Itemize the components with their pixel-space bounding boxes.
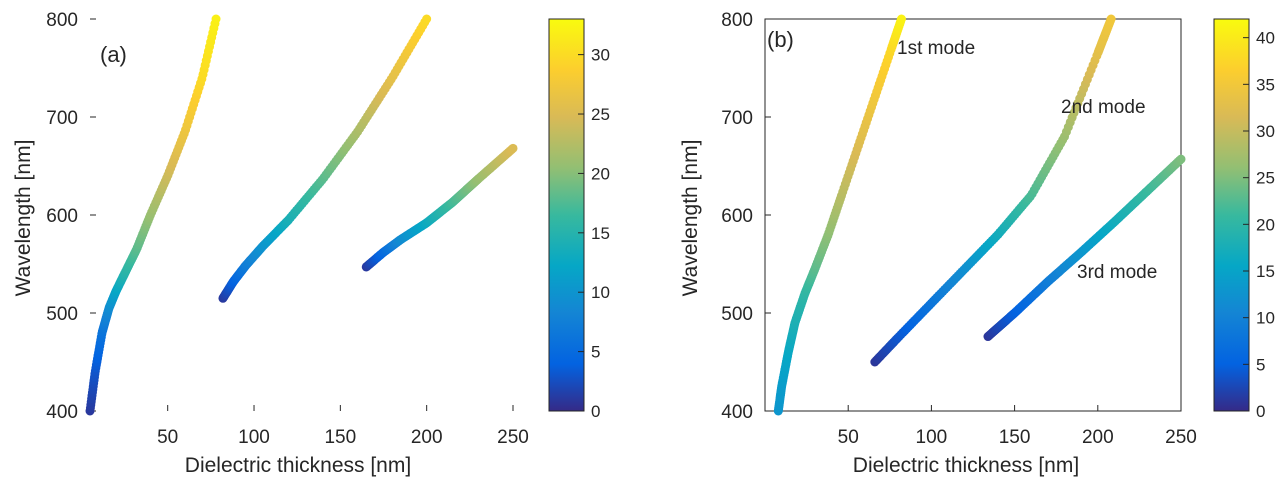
panel-b-y-ticks: 400 500 600 700 800 (721, 10, 771, 423)
panel-b-x-ticks: 50 100 150 200 250 (838, 405, 1197, 448)
x-tick-label: 250 (497, 427, 529, 448)
x-tick-label: 250 (1165, 427, 1197, 448)
data-point (1176, 154, 1186, 164)
panel-a-y-ticks: 400 500 600 700 800 (46, 10, 96, 423)
mode-3-branch (361, 143, 518, 272)
x-tick-label: 50 (838, 427, 859, 448)
colorbar-tick-label: 0 (591, 402, 600, 421)
y-tick-label: 700 (46, 108, 78, 129)
colorbar-tick-label: 30 (591, 46, 610, 65)
colorbar-tick-label: 20 (1256, 215, 1275, 234)
panel-a-tag: (a) (100, 42, 127, 67)
colorbar-tick-label: 5 (591, 343, 600, 362)
x-tick-label: 200 (411, 427, 443, 448)
data-point (422, 14, 432, 24)
panel-a-x-axis-title: Dielectric thickness [nm] (185, 454, 411, 477)
colorbar-tick-label: 25 (591, 105, 610, 124)
colorbar-tick-label: 10 (591, 283, 610, 302)
x-tick-label: 100 (238, 427, 270, 448)
y-tick-label: 800 (46, 10, 78, 31)
mode-3-label: 3rd mode (1077, 262, 1157, 283)
y-tick-label: 600 (46, 206, 78, 227)
mode-2-branch (218, 14, 432, 303)
panel-a-x-ticks: 50 100 150 200 250 (157, 405, 529, 448)
panel-a-colorbar (549, 19, 584, 411)
panel-b-colorbar-border (1213, 18, 1250, 412)
colorbar-tick-label: 25 (1256, 169, 1275, 188)
colorbar-tick-label: 30 (1256, 122, 1275, 141)
x-tick-label: 100 (916, 427, 948, 448)
colorbar-tick-label: 35 (1256, 75, 1275, 94)
mode-3-branch (983, 154, 1186, 342)
y-tick-label: 500 (721, 304, 753, 325)
x-tick-label: 150 (999, 427, 1031, 448)
panel-b-series (773, 14, 1186, 416)
colorbar-tick-label: 5 (1256, 355, 1265, 374)
data-point (1106, 14, 1116, 24)
colorbar-tick-label: 20 (591, 164, 610, 183)
y-tick-label: 400 (721, 402, 753, 423)
panel-b-y-axis-title: Wavelength [nm] (679, 140, 702, 297)
mode-2-branch (870, 14, 1116, 367)
mode-1-branch (773, 14, 906, 416)
panel-b-colorbar-ticks: 0 5 10 15 20 25 30 35 40 (1243, 29, 1275, 421)
y-tick-label: 600 (721, 206, 753, 227)
panel-a-series (85, 14, 518, 416)
mode-1-label: 1st mode (897, 38, 975, 59)
colorbar-tick-label: 15 (591, 224, 610, 243)
x-tick-label: 150 (324, 427, 356, 448)
panel-b-colorbar (1214, 19, 1249, 411)
y-tick-label: 800 (721, 10, 753, 31)
panel-b-tag: (b) (767, 27, 794, 52)
panel-a-colorbar-border (548, 18, 585, 412)
colorbar-tick-label: 40 (1256, 29, 1275, 48)
data-point (896, 14, 906, 24)
mode-1-branch (85, 14, 221, 416)
y-tick-label: 700 (721, 108, 753, 129)
panel-b-x-axis-title: Dielectric thickness [nm] (853, 454, 1079, 477)
colorbar-tick-label: 0 (1256, 402, 1265, 421)
colorbar-tick-label: 10 (1256, 309, 1275, 328)
y-tick-label: 400 (46, 402, 78, 423)
y-tick-label: 500 (46, 304, 78, 325)
x-tick-label: 200 (1082, 427, 1114, 448)
mode-2-label: 2nd mode (1061, 97, 1146, 118)
data-point (508, 143, 518, 153)
x-tick-label: 50 (157, 427, 178, 448)
panel-a-colorbar-ticks: 0 5 10 15 20 25 30 (578, 46, 610, 421)
panel-a-y-axis-title: Wavelength [nm] (12, 140, 35, 297)
data-point (211, 14, 221, 24)
colorbar-tick-label: 15 (1256, 262, 1275, 281)
